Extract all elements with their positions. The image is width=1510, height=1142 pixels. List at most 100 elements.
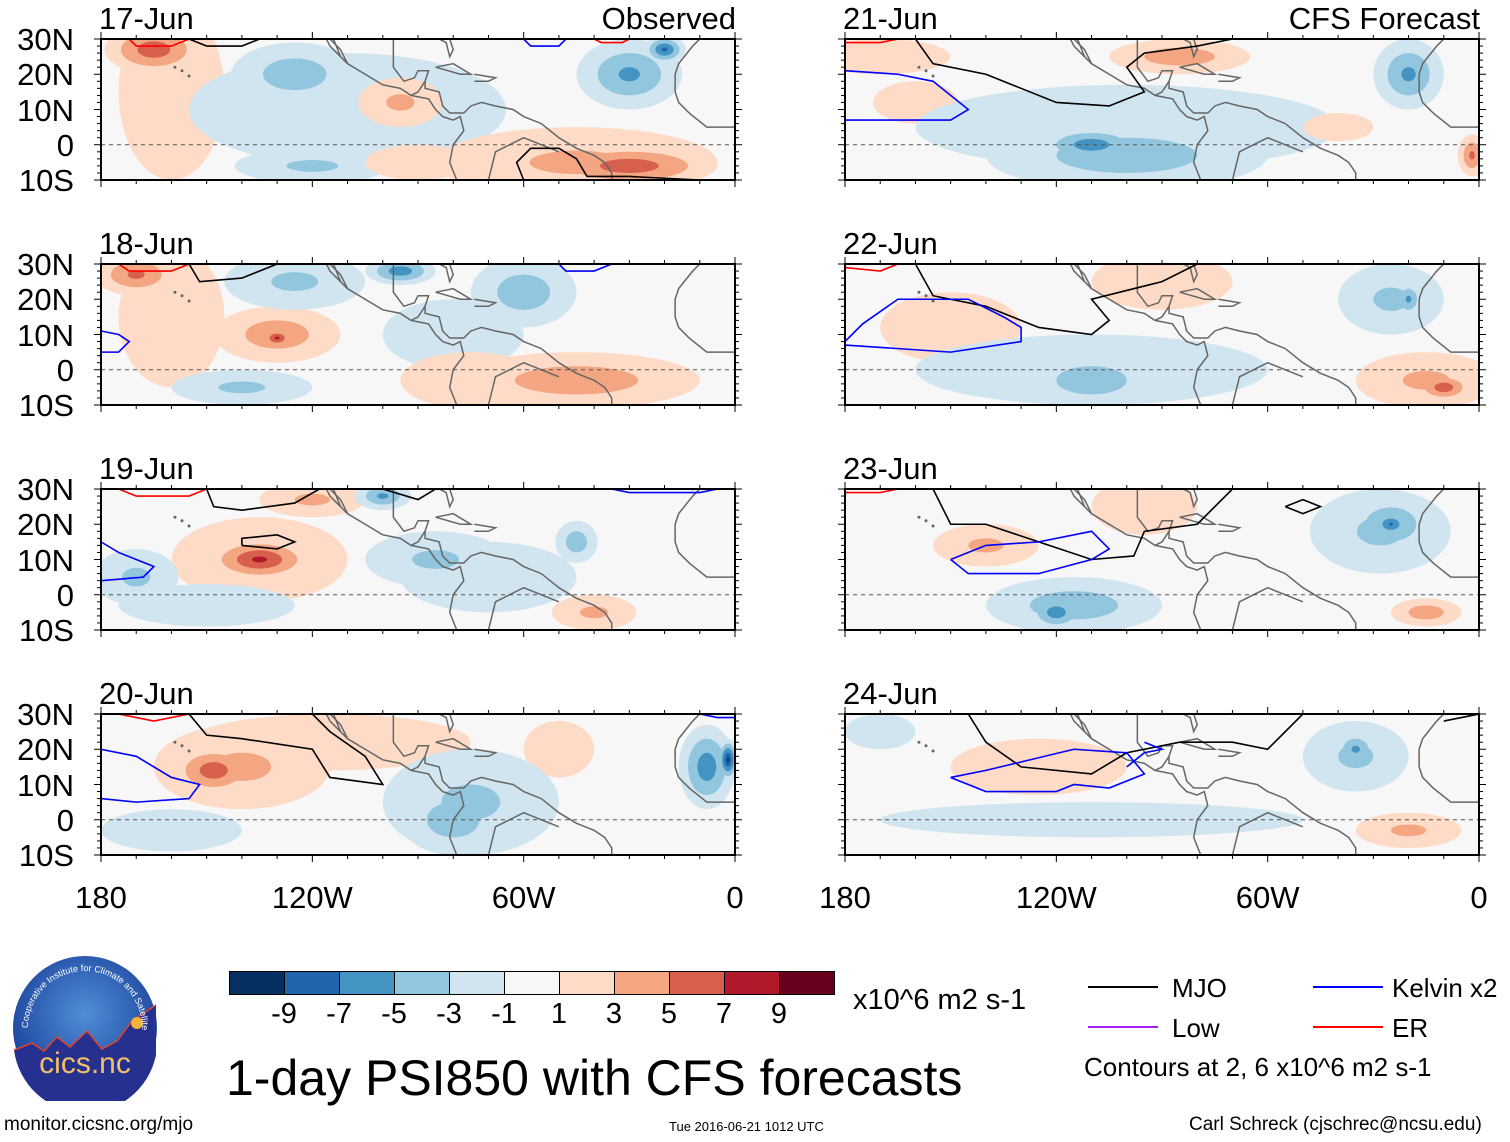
- coastline: [1218, 523, 1242, 533]
- coastline: [1136, 714, 1357, 855]
- x-tick-label: 120W: [271, 880, 353, 915]
- y-tick-label: 30N: [17, 247, 74, 282]
- anomaly-region: [514, 366, 639, 395]
- contour-kelvin: [101, 541, 156, 582]
- coastline: [392, 264, 613, 405]
- coastline: [1179, 512, 1218, 525]
- colorbar-label: -5: [381, 998, 407, 1030]
- island: [931, 74, 935, 78]
- coastline: [1072, 714, 1209, 855]
- contour-er: [128, 39, 190, 47]
- map-panel-23-Jun: [838, 482, 1486, 637]
- coastline: [674, 39, 735, 128]
- x-tick-label: 0: [726, 880, 744, 915]
- contour-mjo: [205, 489, 320, 511]
- coastline: [325, 714, 349, 740]
- colorbar-swatch: [725, 972, 780, 994]
- map-panel-17-Jun: [94, 32, 742, 187]
- coastline: [1179, 287, 1218, 300]
- coastline: [474, 298, 498, 308]
- island: [187, 299, 191, 303]
- coastline: [438, 714, 455, 734]
- coastline: [438, 39, 455, 59]
- y-tick-label: 0: [56, 352, 74, 388]
- contour-mjo: [1284, 498, 1323, 515]
- x-tick-label: 180: [75, 880, 127, 915]
- coastline: [474, 748, 498, 758]
- anomaly-region: [1056, 366, 1127, 395]
- legend-kelvin-label: Kelvin x2: [1392, 973, 1498, 1003]
- coastline: [1218, 73, 1242, 83]
- coastline: [328, 39, 465, 180]
- contour-kelvin: [1126, 741, 1165, 768]
- island: [924, 519, 928, 523]
- anomaly-region: [1144, 47, 1215, 66]
- anomaly-region: [1390, 824, 1427, 837]
- contour-kelvin: [950, 748, 1146, 793]
- colorbar-swatch: [395, 972, 450, 994]
- coastline: [1179, 62, 1218, 75]
- anomaly-region: [599, 158, 659, 173]
- anomaly-region: [1351, 745, 1360, 753]
- colorbar-swatch: [615, 972, 670, 994]
- anomaly-region: [388, 266, 413, 276]
- coastline: [392, 39, 613, 180]
- coastline: [1136, 39, 1357, 180]
- cics-logo: Cooperative Institute for Climate and Sa…: [12, 955, 157, 1101]
- anomaly-region: [950, 738, 1127, 796]
- legend-kelvin-line: [1313, 986, 1383, 988]
- x-tick-label: 60W: [1235, 880, 1300, 915]
- coastline: [1154, 80, 1170, 97]
- contour-mjo: [515, 147, 700, 180]
- colorbar-label: 3: [605, 998, 623, 1030]
- x-tick-label: 0: [1470, 880, 1488, 915]
- island: [180, 519, 184, 523]
- y-tick-label: 10N: [17, 317, 74, 353]
- colorbar-swatch: [670, 972, 725, 994]
- y-tick-label: 10N: [17, 767, 74, 803]
- contour-mjo: [914, 39, 1233, 107]
- y-tick-label: 30N: [17, 697, 74, 732]
- colorbar-label: -9: [271, 998, 297, 1030]
- y-tick-label: 20N: [17, 57, 74, 93]
- anomaly-region: [137, 41, 171, 58]
- coastline: [474, 73, 498, 83]
- colorbar-label: 5: [660, 998, 678, 1030]
- coastline: [410, 530, 426, 547]
- anomaly-region: [497, 274, 551, 310]
- contour-er: [118, 714, 190, 722]
- anomaly-region: [400, 352, 542, 405]
- coastline: [325, 39, 349, 65]
- contour-er: [845, 39, 898, 44]
- island: [180, 69, 184, 73]
- contour-mjo: [967, 714, 1304, 775]
- coastline: [325, 489, 349, 515]
- y-tick-label: 10N: [17, 92, 74, 128]
- coastline: [410, 755, 426, 772]
- coastline: [1154, 305, 1170, 322]
- contour-er: [845, 264, 899, 272]
- contour-kelvin: [101, 330, 131, 353]
- anomaly-region: [271, 272, 319, 292]
- anomaly-region: [286, 160, 339, 172]
- contour-kelvin: [699, 714, 735, 719]
- island: [917, 740, 921, 744]
- panel-label: Observed: [601, 1, 736, 36]
- anomaly-region: [127, 270, 145, 279]
- coastline: [1069, 39, 1093, 65]
- colorbar-swatch: [505, 972, 560, 994]
- panel-date: 21-Jun: [843, 1, 938, 36]
- coastline: [438, 264, 455, 284]
- panel-date: 19-Jun: [99, 451, 194, 486]
- anomaly-region: [1408, 605, 1444, 620]
- contour-mjo: [188, 264, 278, 283]
- coastline: [1418, 714, 1479, 803]
- island: [917, 65, 921, 69]
- coastline: [1154, 755, 1170, 772]
- x-tick-label: 60W: [491, 880, 556, 915]
- panel-date: 22-Jun: [843, 226, 938, 261]
- anomaly-region: [251, 556, 268, 563]
- anomaly-region: [263, 58, 327, 91]
- footer-url[interactable]: monitor.cicsnc.org/mjo: [4, 1114, 194, 1135]
- island: [931, 524, 935, 528]
